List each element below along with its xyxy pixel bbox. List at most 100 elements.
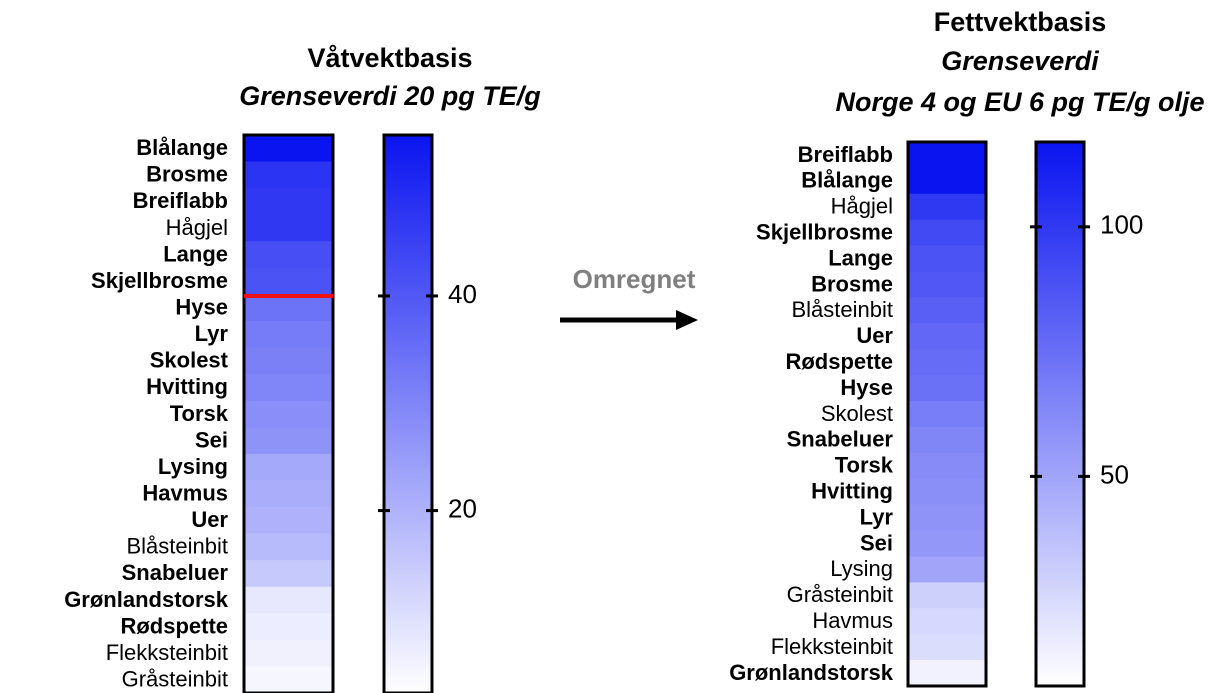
heat-cell bbox=[244, 453, 333, 481]
heat-cell bbox=[244, 214, 333, 242]
heat-cell bbox=[908, 660, 986, 687]
row-label: Rødspette bbox=[120, 613, 228, 638]
heat-cell bbox=[908, 530, 986, 557]
heat-cell bbox=[908, 142, 986, 169]
chart-title: Fettvektbasis bbox=[934, 7, 1107, 37]
heat-cell bbox=[908, 426, 986, 454]
row-label: Blåsteinbit bbox=[126, 534, 228, 559]
row-label: Hyse bbox=[175, 295, 228, 320]
heat-cell bbox=[244, 586, 333, 614]
heatmap-frame bbox=[242, 133, 335, 693]
row-label: Hågjel bbox=[166, 215, 228, 240]
row-label: Sei bbox=[195, 427, 228, 452]
heat-cell bbox=[908, 375, 986, 402]
colorbar-tick-label: 100 bbox=[1100, 210, 1143, 240]
chart-subtitle: Grenseverdi bbox=[941, 46, 1099, 76]
heat-cell bbox=[244, 560, 333, 588]
row-label: Lyr bbox=[195, 321, 229, 346]
chart-subtitle: Norge 4 og EU 6 pg TE/g olje bbox=[835, 87, 1204, 117]
row-label: Hvitting bbox=[811, 479, 893, 504]
heat-cell bbox=[244, 161, 333, 189]
heat-cell bbox=[244, 135, 333, 163]
heatmap-frame bbox=[906, 140, 988, 688]
heat-cell bbox=[908, 582, 986, 609]
heat-cell bbox=[908, 219, 986, 247]
row-label: Uer bbox=[191, 507, 228, 532]
row-label: Lange bbox=[163, 241, 228, 266]
row-label: Torsk bbox=[170, 401, 229, 426]
heat-cell bbox=[244, 267, 333, 295]
row-label: Breiflabb bbox=[133, 188, 228, 213]
colorbar-tick-label: 40 bbox=[448, 279, 477, 309]
row-label: Rødspette bbox=[785, 349, 893, 374]
heat-cell bbox=[244, 321, 333, 349]
heat-cell bbox=[908, 167, 986, 195]
row-label: Blålange bbox=[801, 168, 893, 193]
row-label: Skolest bbox=[150, 348, 229, 373]
heat-cell bbox=[244, 613, 333, 641]
row-label: Skolest bbox=[821, 401, 893, 426]
heat-cell bbox=[244, 241, 333, 269]
colorbar-tick-label: 20 bbox=[448, 493, 477, 523]
row-label: Flekksteinbit bbox=[106, 640, 228, 665]
row-label: Lyr bbox=[860, 504, 894, 529]
heat-cell bbox=[244, 533, 333, 561]
row-label: Havmus bbox=[142, 481, 228, 506]
row-label: Sei bbox=[860, 530, 893, 555]
colorbar bbox=[1034, 140, 1086, 688]
row-label: Lysing bbox=[830, 556, 893, 581]
row-label: Hågjel bbox=[831, 194, 893, 219]
heat-cell bbox=[908, 323, 986, 350]
row-label: Gråsteinbit bbox=[787, 582, 893, 607]
heat-cell bbox=[244, 666, 333, 693]
colorbar bbox=[382, 133, 434, 693]
row-label: Torsk bbox=[835, 453, 894, 478]
row-label: Hvitting bbox=[146, 374, 228, 399]
arrow-head bbox=[676, 310, 698, 330]
row-label: Blåsteinbit bbox=[791, 297, 893, 322]
heat-cell bbox=[908, 556, 986, 583]
heat-cell bbox=[244, 347, 333, 375]
heat-cell bbox=[908, 349, 986, 376]
colorbar-tick-label: 50 bbox=[1100, 459, 1129, 489]
chart-subtitle: Grenseverdi 20 pg TE/g bbox=[239, 81, 541, 111]
heat-cell bbox=[908, 504, 986, 532]
row-label: Gråsteinbit bbox=[122, 667, 228, 692]
row-label: Breiflabb bbox=[798, 142, 893, 167]
heat-cell bbox=[908, 401, 986, 428]
chart-title: Våtvektbasis bbox=[307, 43, 472, 73]
row-label: Brosme bbox=[811, 271, 893, 296]
row-label: Uer bbox=[856, 323, 893, 348]
heat-cell bbox=[908, 608, 986, 635]
heat-cell bbox=[244, 639, 333, 667]
row-label: Snabeluer bbox=[787, 427, 894, 452]
row-label: Grønlandstorsk bbox=[64, 587, 229, 612]
heat-cell bbox=[244, 400, 333, 428]
row-label: Skjellbrosme bbox=[756, 219, 893, 244]
row-label: Grønlandstorsk bbox=[729, 660, 894, 685]
heat-cell bbox=[244, 480, 333, 508]
row-label: Blålange bbox=[136, 135, 228, 160]
heat-cell bbox=[244, 507, 333, 535]
row-label: Lange bbox=[828, 245, 893, 270]
heat-cell bbox=[244, 188, 333, 216]
row-label: Flekksteinbit bbox=[771, 634, 893, 659]
row-label: Skjellbrosme bbox=[91, 268, 228, 293]
row-label: Havmus bbox=[812, 608, 893, 633]
heat-cell bbox=[908, 193, 986, 221]
heat-cell bbox=[908, 245, 986, 273]
heat-cell bbox=[908, 271, 986, 298]
row-label: Snabeluer bbox=[122, 560, 229, 585]
heat-cell bbox=[244, 294, 333, 322]
annotation: Omregnet bbox=[573, 264, 696, 294]
heat-cell bbox=[244, 427, 333, 455]
heat-cell bbox=[908, 478, 986, 506]
heat-cell bbox=[908, 297, 986, 324]
heat-cell bbox=[908, 452, 986, 480]
heat-cell bbox=[244, 374, 333, 402]
row-label: Lysing bbox=[158, 454, 228, 479]
row-label: Hyse bbox=[840, 375, 893, 400]
heat-cell bbox=[908, 634, 986, 661]
